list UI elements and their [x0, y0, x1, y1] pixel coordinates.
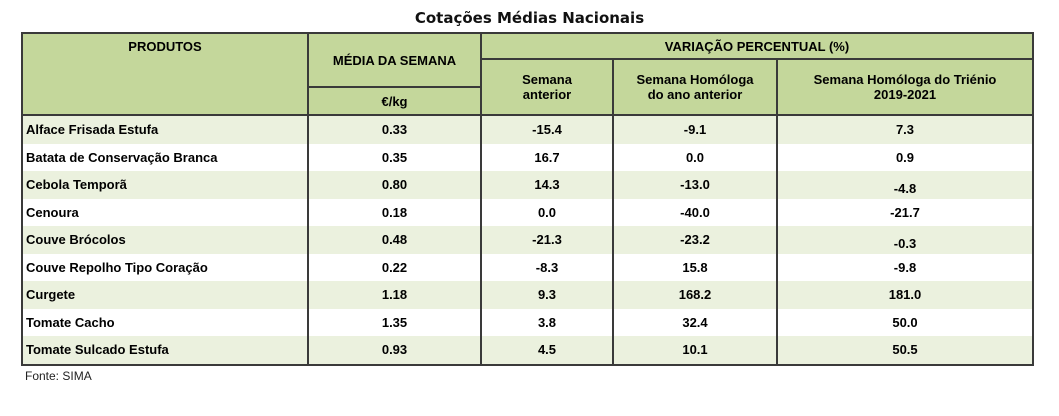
table-row: Batata de Conservação Branca 0.35 16.7 0… [21, 143, 1034, 171]
cell-sem-hom: -9.1 [612, 115, 778, 144]
cell-trienio: 7.3 [776, 115, 1034, 144]
table-row: Tomate Sulcado Estufa 0.93 4.5 10.1 50.5 [21, 336, 1034, 366]
table-row: Curgete 1.18 9.3 168.2 181.0 [21, 281, 1034, 309]
cell-sem-ant: 16.7 [480, 143, 614, 171]
cell-media: 0.48 [307, 226, 482, 254]
cell-sem-hom: -23.2 [612, 226, 778, 254]
cell-sem-ant: -15.4 [480, 115, 614, 144]
cell-produto: Curgete [21, 281, 309, 309]
cell-trienio: -21.7 [776, 198, 1034, 226]
cell-produto: Batata de Conservação Branca [21, 143, 309, 171]
cell-sem-hom: 10.1 [612, 336, 778, 366]
table-row: Cebola Temporã 0.80 14.3 -13.0 -4.8 [21, 171, 1034, 199]
table-row: Couve Repolho Tipo Coração 0.22 -8.3 15.… [21, 253, 1034, 281]
cell-trienio: 0.9 [776, 143, 1034, 171]
table-row: Couve Brócolos 0.48 -21.3 -23.2 -0.3 [21, 226, 1034, 254]
cell-sem-ant: 0.0 [480, 198, 614, 226]
prices-table: PRODUTOS MÉDIA DA SEMANA VARIAÇÃO PERCEN… [21, 32, 1034, 366]
header-variacao: VARIAÇÃO PERCENTUAL (%) [480, 32, 1034, 60]
table-title: Cotações Médias Nacionais [414, 9, 645, 27]
cell-produto: Couve Repolho Tipo Coração [21, 253, 309, 281]
cell-sem-hom: 168.2 [612, 281, 778, 309]
cell-trienio: -4.8 [776, 171, 1034, 199]
cell-media: 1.18 [307, 281, 482, 309]
header-semana-homologa: Semana Homóloga do ano anterior [612, 58, 778, 116]
cell-sem-ant: 4.5 [480, 336, 614, 366]
table-row: Cenoura 0.18 0.0 -40.0 -21.7 [21, 198, 1034, 226]
cell-produto: Alface Frisada Estufa [21, 115, 309, 144]
cell-trienio: -9.8 [776, 253, 1034, 281]
cell-produto: Cenoura [21, 198, 309, 226]
cell-trienio: 50.0 [776, 308, 1034, 336]
cell-produto: Couve Brócolos [21, 226, 309, 254]
cell-produto: Tomate Sulcado Estufa [21, 336, 309, 366]
cell-media: 0.22 [307, 253, 482, 281]
cell-produto: Cebola Temporã [21, 171, 309, 199]
cell-sem-ant: 9.3 [480, 281, 614, 309]
cell-sem-ant: -8.3 [480, 253, 614, 281]
cell-trienio: 181.0 [776, 281, 1034, 309]
table-row: Tomate Cacho 1.35 3.8 32.4 50.0 [21, 308, 1034, 336]
cell-sem-hom: -40.0 [612, 198, 778, 226]
header-trienio: Semana Homóloga do Triénio 2019-2021 [776, 58, 1034, 116]
cell-sem-hom: 0.0 [612, 143, 778, 171]
header-unit: €/kg [307, 86, 482, 116]
cell-sem-hom: 15.8 [612, 253, 778, 281]
cell-sem-ant: 3.8 [480, 308, 614, 336]
cell-media: 0.93 [307, 336, 482, 366]
cell-media: 0.80 [307, 171, 482, 199]
cell-trienio: -0.3 [776, 226, 1034, 254]
header-media-semana: MÉDIA DA SEMANA [307, 32, 482, 88]
header-semana-anterior: Semana anterior [480, 58, 614, 116]
cell-trienio: 50.5 [776, 336, 1034, 366]
cell-media: 1.35 [307, 308, 482, 336]
cell-media: 0.33 [307, 115, 482, 144]
cell-produto: Tomate Cacho [21, 308, 309, 336]
cell-media: 0.18 [307, 198, 482, 226]
cell-media: 0.35 [307, 143, 482, 171]
header-produtos: PRODUTOS [21, 32, 309, 116]
cell-sem-hom: 32.4 [612, 308, 778, 336]
cell-sem-hom: -13.0 [612, 171, 778, 199]
table-row: Alface Frisada Estufa 0.33 -15.4 -9.1 7.… [21, 115, 1034, 144]
cell-sem-ant: -21.3 [480, 226, 614, 254]
source-note: Fonte: SIMA [25, 369, 92, 383]
cell-sem-ant: 14.3 [480, 171, 614, 199]
